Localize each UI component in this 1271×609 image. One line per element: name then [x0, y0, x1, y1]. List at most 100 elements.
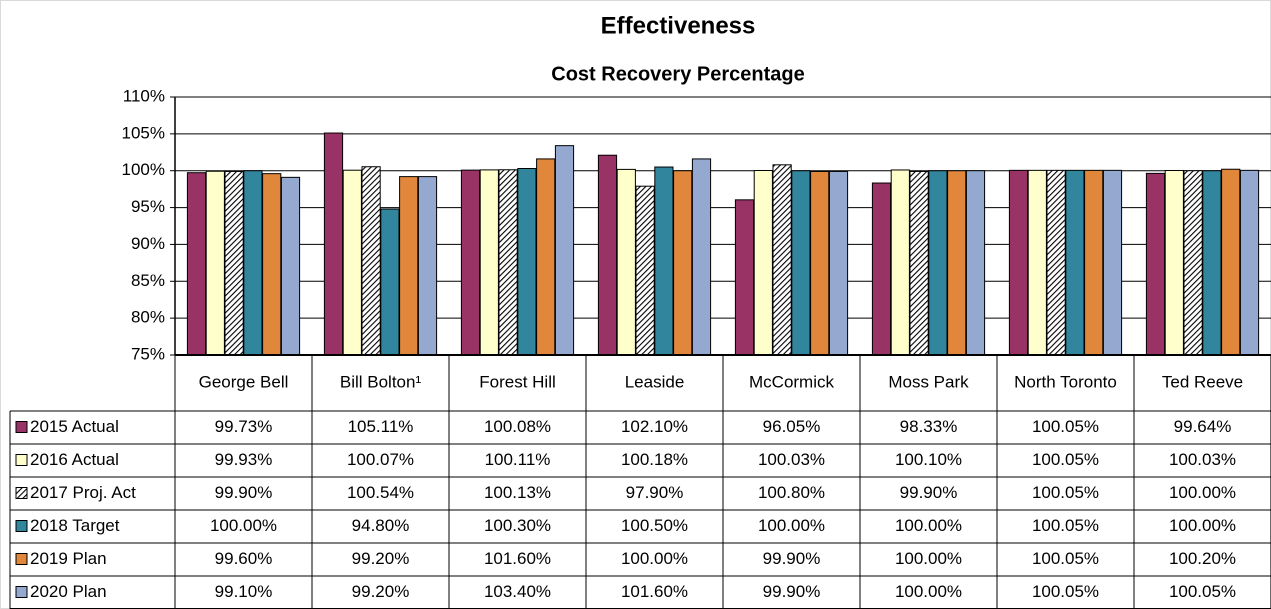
data-label: 100.07%	[347, 450, 414, 469]
bar	[1008, 169, 1029, 356]
bar	[791, 170, 811, 356]
bar	[947, 170, 967, 356]
data-label: 99.73%	[215, 417, 273, 436]
data-label: 100.80%	[758, 483, 825, 502]
legend-label: 2019 Plan	[30, 549, 107, 568]
data-label: 100.05%	[1032, 549, 1099, 568]
bar	[654, 166, 674, 356]
data-label: 99.93%	[215, 450, 273, 469]
y-tick-label: 80%	[131, 308, 165, 327]
bar	[517, 168, 537, 356]
data-label: 100.05%	[1032, 450, 1099, 469]
data-label: 99.60%	[215, 549, 273, 568]
bar	[205, 170, 225, 356]
data-label: 99.90%	[215, 483, 273, 502]
y-tick-label: 85%	[131, 271, 165, 290]
data-label: 105.11%	[348, 417, 414, 436]
bar	[965, 170, 986, 356]
data-label: 98.33%	[900, 417, 958, 436]
bar	[498, 169, 518, 356]
data-label: 97.90%	[626, 483, 684, 502]
bar	[243, 170, 263, 356]
bar	[1065, 169, 1085, 356]
data-label: 100.00%	[210, 516, 277, 535]
bar	[597, 154, 618, 356]
data-label: 102.10%	[621, 417, 688, 436]
data-label: 99.20%	[352, 582, 410, 601]
bar	[224, 170, 244, 356]
data-label: 99.90%	[900, 483, 958, 502]
data-label: 101.60%	[621, 582, 688, 601]
data-label: 100.13%	[484, 483, 551, 502]
bar	[536, 158, 556, 356]
legend-swatch	[15, 520, 28, 532]
bar	[554, 145, 575, 356]
data-label: 100.03%	[758, 450, 825, 469]
bar	[1027, 169, 1047, 356]
chart-title: Effectiveness	[601, 12, 756, 39]
data-label: 100.00%	[621, 549, 688, 568]
bar	[1202, 170, 1222, 356]
legend-label: 2017 Proj. Act	[30, 483, 136, 502]
x-tick-label: Forest Hill	[479, 372, 556, 391]
data-label: 100.05%	[1032, 483, 1099, 502]
bar	[361, 166, 381, 356]
bar	[616, 168, 636, 356]
bar	[1102, 169, 1123, 356]
bar	[1046, 169, 1066, 356]
data-label: 96.05%	[763, 417, 821, 436]
chart-subtitle: Cost Recovery Percentage	[551, 63, 804, 85]
data-label: 94.80%	[352, 516, 410, 535]
data-label: 100.54%	[347, 483, 414, 502]
bar	[399, 176, 419, 356]
data-label: 103.40%	[484, 582, 551, 601]
data-label: 99.10%	[215, 582, 273, 601]
data-label: 99.20%	[352, 549, 410, 568]
data-label: 101.60%	[484, 549, 551, 568]
data-label: 100.00%	[895, 582, 962, 601]
bar	[890, 169, 910, 356]
data-label: 100.00%	[895, 516, 962, 535]
y-tick-label: 100%	[122, 160, 165, 179]
data-label: 100.18%	[621, 450, 688, 469]
data-label: 100.11%	[485, 450, 551, 469]
bar	[186, 172, 207, 356]
data-label: 100.50%	[621, 516, 688, 535]
data-label: 100.03%	[1169, 450, 1236, 469]
data-label: 100.30%	[484, 516, 551, 535]
data-label: 100.20%	[1169, 549, 1236, 568]
data-label: 100.05%	[1169, 582, 1236, 601]
legend-swatch	[15, 586, 28, 598]
bar	[871, 182, 892, 356]
legend-label: 2015 Actual	[30, 417, 119, 436]
legend-swatch	[15, 421, 28, 433]
legend-swatch	[15, 487, 28, 499]
bar	[323, 132, 344, 356]
bar	[479, 169, 499, 356]
bar	[1221, 168, 1241, 356]
bar	[810, 170, 830, 356]
bar	[417, 176, 438, 356]
data-label: 99.64%	[1174, 417, 1232, 436]
legend-swatch	[15, 454, 28, 466]
bar	[1084, 169, 1104, 356]
y-tick-label: 105%	[122, 123, 165, 142]
bar	[635, 185, 655, 356]
legend-swatch	[15, 553, 28, 565]
y-tick-label: 90%	[131, 234, 165, 253]
legend-label: 2020 Plan	[30, 582, 107, 601]
bar	[262, 173, 282, 356]
data-label: 100.00%	[1169, 516, 1236, 535]
bar	[909, 170, 929, 356]
bar	[1145, 172, 1166, 356]
bar	[1239, 169, 1260, 356]
bar	[753, 169, 773, 356]
y-tick-label: 95%	[131, 197, 165, 216]
data-label: 99.90%	[763, 582, 821, 601]
data-label: 100.08%	[484, 417, 551, 436]
data-label: 100.10%	[895, 450, 962, 469]
bar	[1183, 170, 1203, 356]
data-label: 100.00%	[1169, 483, 1236, 502]
x-tick-label: Moss Park	[888, 372, 969, 391]
